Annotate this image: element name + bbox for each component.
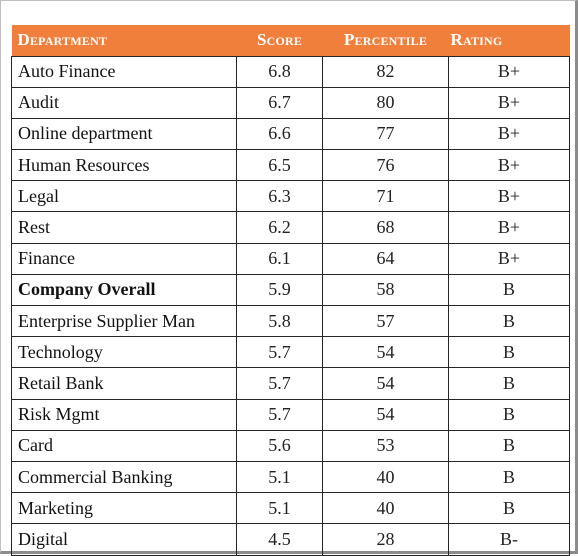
score-cell: 6.8: [236, 55, 323, 88]
rating-cell: B+: [448, 86, 570, 119]
table-row: Company Overall 5.9 58 B: [11, 273, 570, 307]
percentile-cell: 64: [322, 242, 449, 275]
department-cell: Marketing: [11, 492, 237, 525]
percentile-cell: 57: [322, 304, 449, 338]
table-row: Finance 6.1 64 B+: [11, 242, 570, 275]
department-cell: Retail Bank: [11, 367, 237, 400]
score-cell: 5.1: [236, 460, 323, 494]
table-row: Legal 6.3 71 B+: [11, 180, 570, 213]
table-header: Department Score Percentile Rating: [11, 25, 570, 56]
table-row: Rest 6.2 68 B+: [11, 211, 570, 244]
table-row: Technology 5.7 54 B: [11, 336, 570, 369]
department-cell: Online department: [11, 117, 237, 151]
score-cell: 5.7: [236, 367, 323, 400]
department-cell: Rest: [11, 211, 237, 244]
rating-cell: B+: [448, 211, 570, 244]
table-row: Human Resources 6.5 76 B+: [11, 149, 570, 182]
score-cell: 4.5: [236, 523, 323, 556]
rating-cell: B: [448, 273, 570, 307]
rating-cell: B-: [448, 523, 570, 556]
score-cell: 6.6: [236, 117, 323, 151]
header-percentile: Percentile: [343, 30, 428, 50]
table-row: Digital 4.5 28 B-: [11, 523, 570, 556]
percentile-cell: 71: [322, 180, 449, 213]
percentile-cell: 68: [322, 211, 449, 244]
percentile-cell: 58: [322, 273, 449, 307]
rating-cell: B: [448, 429, 570, 462]
score-cell: 6.3: [236, 180, 323, 213]
score-cell: 5.8: [236, 304, 323, 338]
table-row: Audit 6.7 80 B+: [11, 86, 570, 119]
table-row: Retail Bank 5.7 54 B: [11, 367, 570, 400]
department-cell: Risk Mgmt: [11, 398, 237, 431]
rating-cell: B+: [448, 242, 570, 275]
percentile-cell: 80: [322, 86, 449, 119]
rating-cell: B: [448, 460, 570, 494]
percentile-cell: 54: [322, 336, 449, 369]
score-cell: 5.9: [236, 273, 323, 307]
table-row: Card 5.6 53 B: [11, 429, 570, 462]
percentile-cell: 76: [322, 149, 449, 182]
percentile-cell: 77: [322, 117, 449, 151]
table-row: Online department 6.6 77 B+: [11, 117, 570, 151]
table-row: Risk Mgmt 5.7 54 B: [11, 398, 570, 431]
department-cell: Commercial Banking: [11, 460, 237, 494]
table-row: Marketing 5.1 40 B: [11, 492, 570, 525]
department-cell: Card: [11, 429, 237, 462]
department-cell: Digital: [11, 523, 237, 556]
table-body: Auto Finance 6.8 82 B+ Audit 6.7 80 B+ Online de…: [11, 55, 570, 556]
header-row: Department Score Percentile Rating: [11, 25, 570, 56]
rating-cell: B+: [448, 149, 570, 182]
percentile-cell: 82: [322, 55, 449, 88]
department-cell: Enterprise Supplier Man: [11, 304, 237, 338]
percentile-cell: 28: [322, 523, 449, 556]
rating-cell: B: [448, 398, 570, 431]
score-cell: 5.1: [236, 492, 323, 525]
score-cell: 5.6: [236, 429, 323, 462]
department-cell: Auto Finance: [11, 55, 237, 88]
percentile-cell: 40: [322, 460, 449, 494]
rating-cell: B: [448, 492, 570, 525]
header-department: Department: [17, 30, 108, 50]
department-cell: Company Overall: [11, 273, 237, 307]
percentile-cell: 40: [322, 492, 449, 525]
rating-cell: B: [448, 336, 570, 369]
department-scores-table: Department Score Percentile Rating Auto …: [11, 25, 570, 556]
score-cell: 6.2: [236, 211, 323, 244]
table-row: Auto Finance 6.8 82 B+: [11, 55, 570, 88]
score-cell: 6.5: [236, 149, 323, 182]
rating-cell: B+: [448, 117, 570, 151]
department-cell: Technology: [11, 336, 237, 369]
score-cell: 5.7: [236, 336, 323, 369]
score-cell: 6.7: [236, 86, 323, 119]
rating-cell: B+: [448, 55, 570, 88]
percentile-cell: 54: [322, 398, 449, 431]
table-row: Commercial Banking 5.1 40 B: [11, 460, 570, 494]
header-rating: Rating: [450, 30, 503, 50]
rating-cell: B: [448, 304, 570, 338]
department-cell: Legal: [11, 180, 237, 213]
score-cell: 6.1: [236, 242, 323, 275]
department-cell: Audit: [11, 86, 237, 119]
rating-cell: B: [448, 367, 570, 400]
department-cell: Human Resources: [11, 149, 237, 182]
percentile-cell: 54: [322, 367, 449, 400]
table-row: Enterprise Supplier Man 5.8 57 B: [11, 304, 570, 338]
rating-cell: B+: [448, 180, 570, 213]
percentile-cell: 53: [322, 429, 449, 462]
score-cell: 5.7: [236, 398, 323, 431]
department-cell: Finance: [11, 242, 237, 275]
header-score: Score: [256, 30, 303, 50]
